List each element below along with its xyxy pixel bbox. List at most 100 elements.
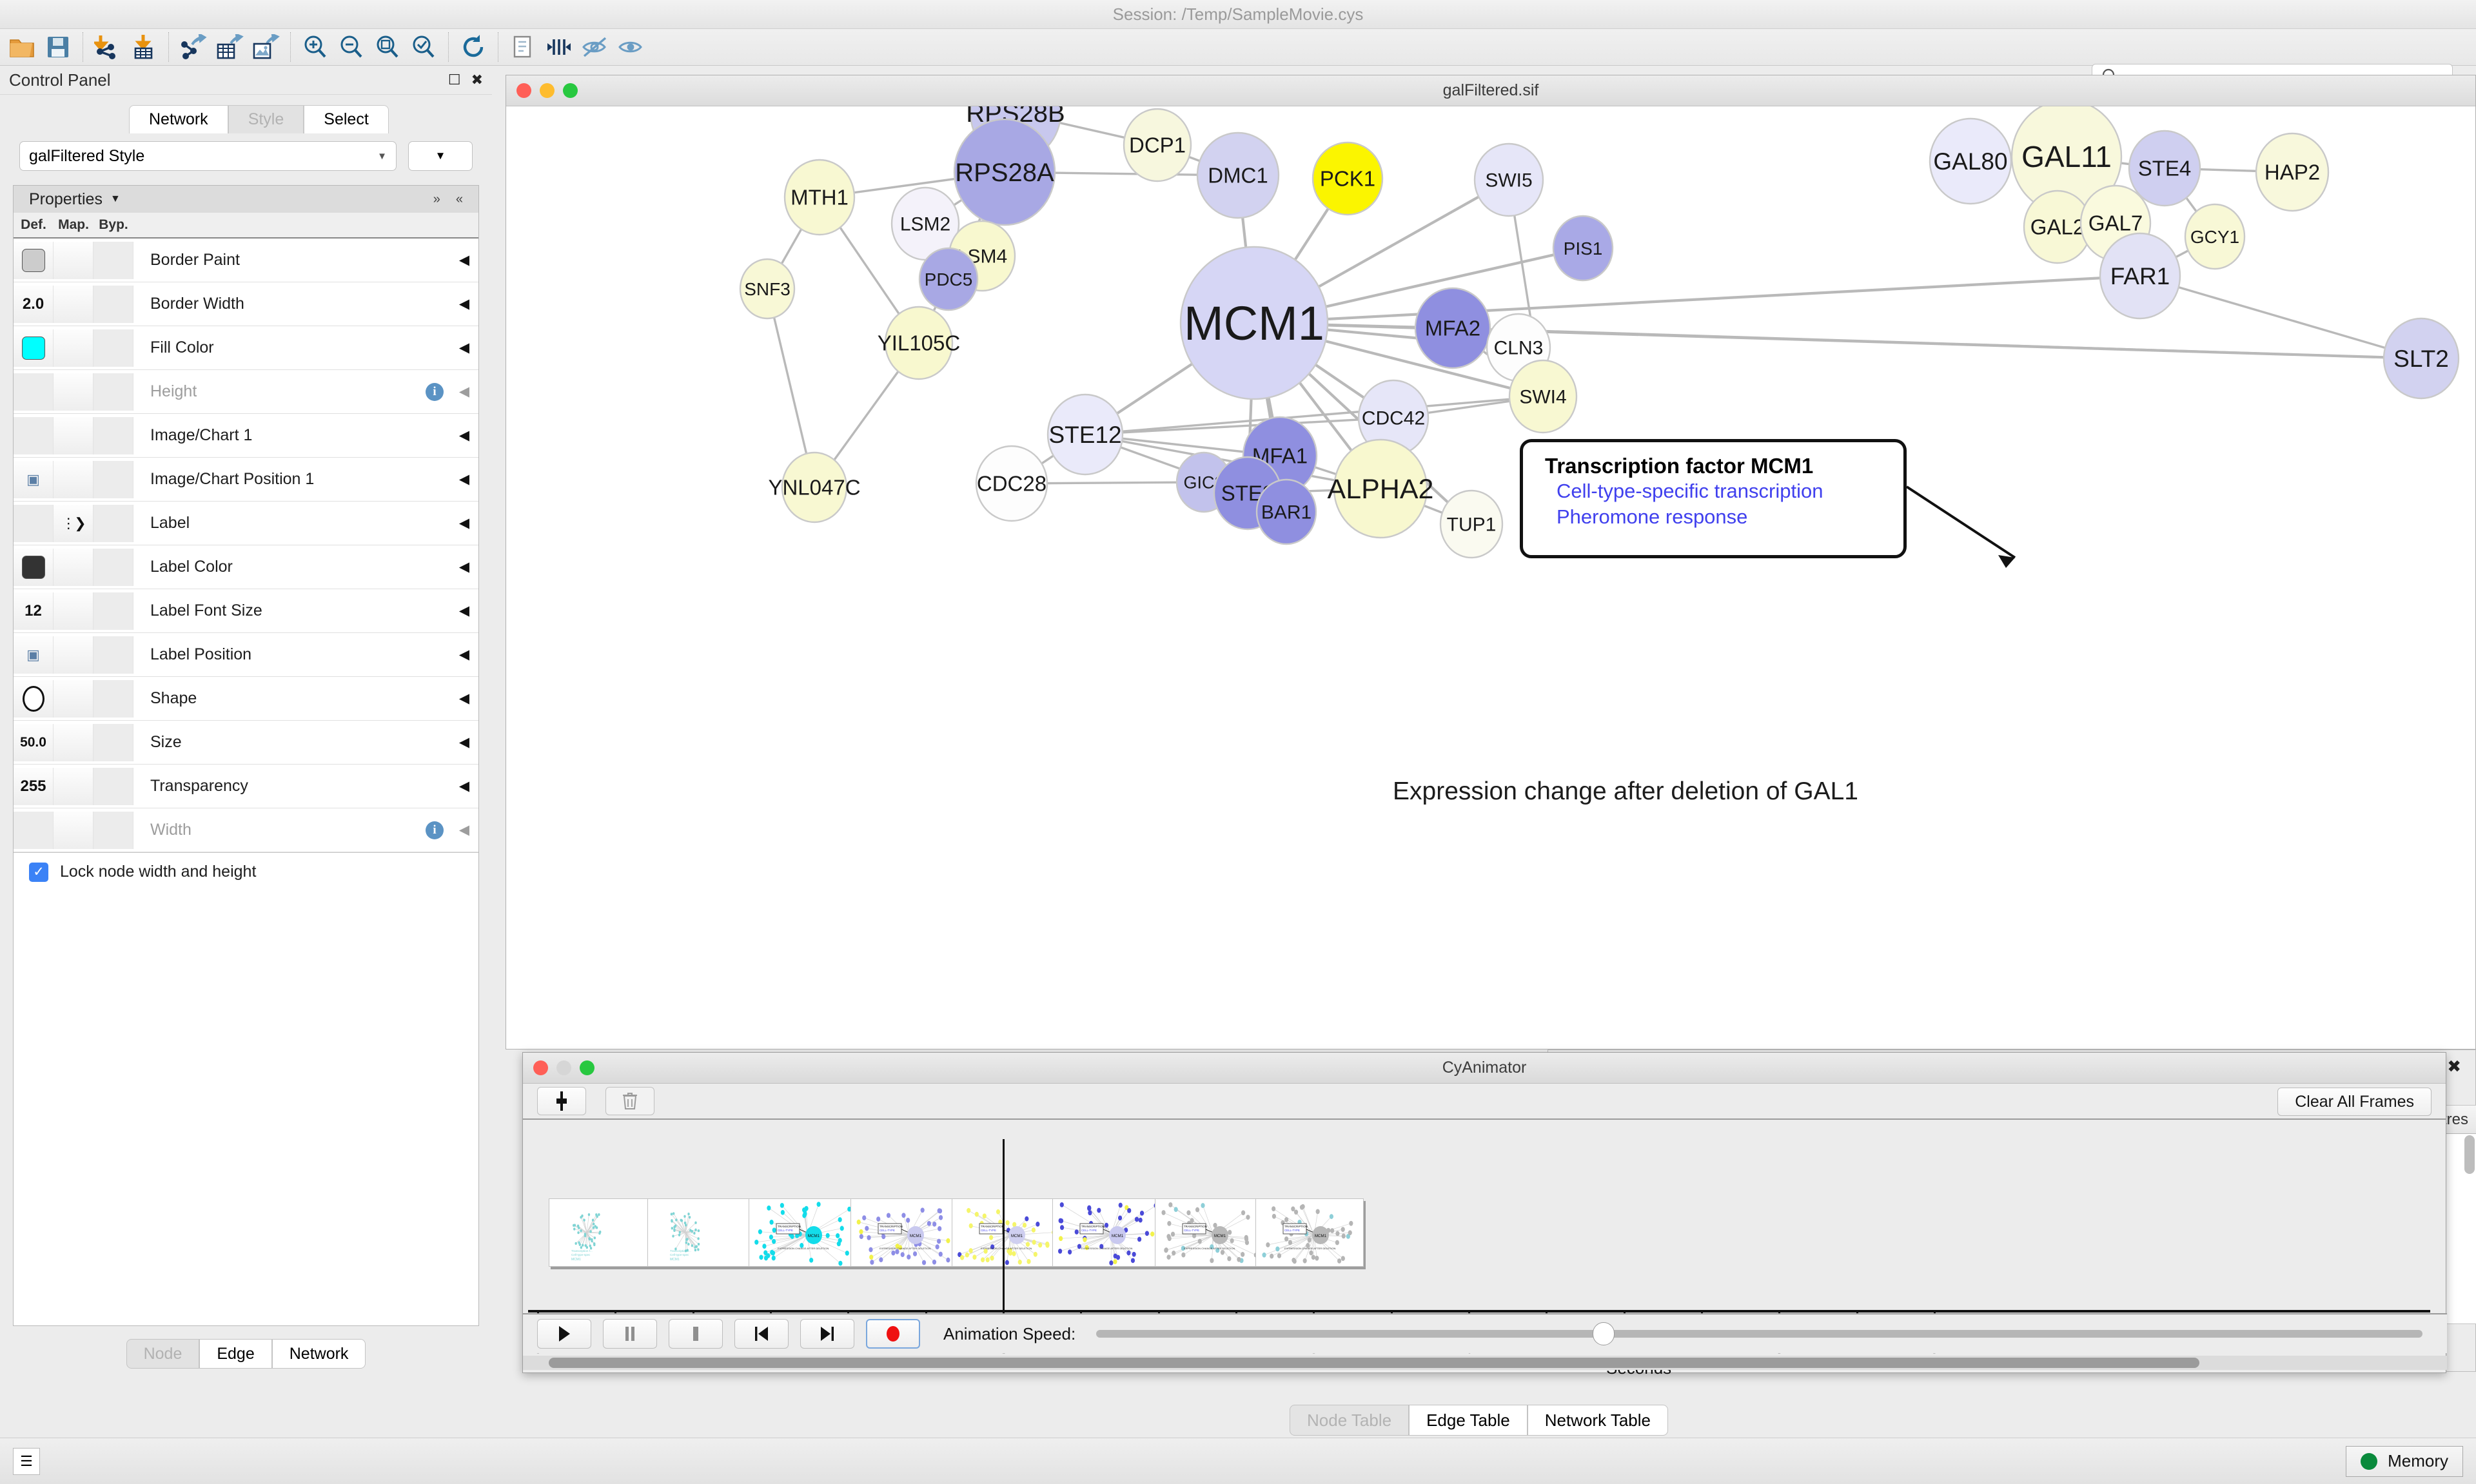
playhead-marker[interactable] [1002, 1139, 1005, 1310]
animation-speed-knob[interactable] [1593, 1322, 1615, 1345]
property-mapping-cell[interactable] [54, 373, 93, 411]
expand-arrow-icon[interactable]: ◀ [458, 823, 470, 837]
network-node[interactable]: BAR1 [1255, 478, 1317, 545]
network-node[interactable]: MTH1 [783, 159, 856, 236]
expand-arrow-icon[interactable]: ◀ [458, 603, 470, 618]
network-node[interactable]: SNF3 [739, 258, 796, 320]
network-node[interactable]: CDC42 [1357, 379, 1430, 456]
expand-arrow-icon[interactable]: ◀ [458, 779, 470, 794]
property-row[interactable]: Height i ◀ [14, 370, 478, 414]
property-default-cell[interactable] [14, 241, 54, 279]
property-row[interactable]: Image/Chart 1 ◀ [14, 414, 478, 458]
cyanimator-horizontal-scrollbar[interactable] [523, 1356, 2447, 1370]
property-mapping-cell[interactable] [54, 548, 93, 586]
property-default-cell[interactable] [14, 416, 54, 454]
tab-style[interactable]: Style [228, 105, 304, 133]
keyframe-thumbnail[interactable]: TRANSCRIPTION CELL-TYPE MCM1 EXPRESSION CHA… [1255, 1198, 1364, 1267]
export-image-icon[interactable] [248, 30, 284, 64]
property-row[interactable]: 50.0 Size ◀ [14, 721, 478, 765]
network-node[interactable]: TUP1 [1439, 489, 1504, 559]
cyanimator-timeline[interactable]: Transcription f... Cell-type-spec MCM1 Tran… [523, 1120, 2446, 1378]
property-row[interactable]: 2.0 Border Width ◀ [14, 282, 478, 326]
property-default-cell[interactable]: 255 [14, 767, 54, 805]
network-node[interactable]: DMC1 [1196, 132, 1280, 219]
position-icon[interactable]: ▣ [26, 646, 40, 663]
info-icon[interactable]: i [426, 382, 444, 401]
status-menu-icon[interactable]: ☰ [13, 1447, 40, 1475]
add-frame-button[interactable] [537, 1087, 586, 1115]
property-default-cell[interactable] [14, 679, 54, 718]
property-bypass-cell[interactable] [93, 723, 133, 761]
property-mapping-cell[interactable] [54, 285, 93, 323]
property-bypass-cell[interactable] [93, 329, 133, 367]
property-mapping-cell[interactable] [54, 636, 93, 674]
mcm1-annotation-box[interactable]: Transcription factor MCM1 Cell-type-spec… [1520, 439, 1907, 558]
ellipse-shape-icon[interactable] [22, 685, 44, 712]
property-mapping-cell[interactable] [54, 241, 93, 279]
property-default-cell[interactable]: ▣ [14, 636, 54, 674]
property-mapping-cell[interactable] [54, 811, 93, 849]
network-node[interactable]: SWI4 [1508, 359, 1578, 434]
network-node[interactable]: HAP2 [2255, 132, 2330, 212]
network-node[interactable]: YIL105C [878, 306, 960, 380]
expand-arrow-icon[interactable]: ◀ [458, 516, 470, 531]
expand-arrow-icon[interactable]: ◀ [458, 735, 470, 750]
prev-frame-button[interactable] [734, 1319, 789, 1349]
expand-arrow-icon[interactable]: ◀ [458, 253, 470, 268]
minimize-window-button[interactable] [540, 83, 555, 98]
zoom-in-icon[interactable] [297, 30, 333, 64]
property-bypass-cell[interactable] [93, 679, 133, 718]
bottom-tab-edge[interactable]: Edge [199, 1339, 272, 1369]
open-folder-icon[interactable] [4, 30, 40, 64]
property-row[interactable]: ▣ Image/Chart Position 1 ◀ [14, 458, 478, 502]
property-default-cell[interactable] [14, 373, 54, 411]
property-mapping-cell[interactable] [54, 767, 93, 805]
save-session-icon[interactable] [40, 30, 76, 64]
property-bypass-cell[interactable] [93, 548, 133, 586]
property-default-cell[interactable] [14, 329, 54, 367]
expand-arrow-icon[interactable]: ◀ [458, 472, 470, 487]
close-window-button[interactable] [516, 83, 531, 98]
property-mapping-cell[interactable]: ⋮❯ [54, 504, 93, 542]
stop-button[interactable] [669, 1319, 723, 1349]
property-default-cell[interactable] [14, 504, 54, 542]
network-node[interactable]: STE12 [1046, 393, 1124, 476]
keyframe-thumbnail[interactable]: TRANSCRIPTION CELL-TYPE MCM1 EXPRESSION CHA… [748, 1198, 857, 1267]
property-bypass-cell[interactable] [93, 460, 133, 498]
tab-edge-table[interactable]: Edge Table [1409, 1405, 1528, 1436]
property-bypass-cell[interactable] [93, 241, 133, 279]
property-bypass-cell[interactable] [93, 285, 133, 323]
network-canvas[interactable]: RPS28B DCP1 RPS28A DMC1 PCK1 SWI5 GAL80 GAL11 ST… [506, 106, 2475, 1035]
hide-selected-icon[interactable] [577, 30, 613, 64]
keyframe-thumbnail[interactable]: TRANSCRIPTION CELL-TYPE MCM1 EXPRESSION CHA… [1052, 1198, 1161, 1267]
collapse-all-icon[interactable]: » [433, 191, 440, 206]
record-button[interactable] [866, 1319, 920, 1349]
property-row[interactable]: ⋮❯ Label ◀ [14, 502, 478, 545]
table-scrollbar[interactable] [2464, 1135, 2475, 1174]
property-mapping-cell[interactable] [54, 460, 93, 498]
tab-select[interactable]: Select [304, 105, 389, 133]
property-row[interactable]: Shape ◀ [14, 677, 478, 721]
float-panel-icon[interactable]: ☐ [447, 72, 461, 88]
properties-menu-icon[interactable]: ▼ [110, 193, 121, 204]
property-row[interactable]: 255 Transparency ◀ [14, 765, 478, 808]
bottom-tab-node[interactable]: Node [126, 1339, 200, 1369]
style-options-menu-button[interactable]: ▼ [408, 141, 473, 171]
first-neighbors-icon[interactable] [541, 30, 577, 64]
network-node[interactable]: DCP1 [1123, 108, 1192, 182]
memory-status-button[interactable]: Memory [2346, 1445, 2463, 1477]
expand-arrow-icon[interactable]: ◀ [458, 297, 470, 311]
network-node[interactable]: YNL047C [768, 451, 861, 523]
maximize-window-button[interactable] [563, 83, 578, 98]
network-node[interactable]: PCK1 [1312, 141, 1384, 216]
network-node[interactable]: RPS28A [953, 118, 1056, 226]
zoom-selected-icon[interactable] [369, 30, 406, 64]
property-bypass-cell[interactable] [93, 373, 133, 411]
network-node[interactable]: GAL80 [1929, 117, 2012, 205]
property-default-cell[interactable]: ▣ [14, 460, 54, 498]
zoom-out-icon[interactable] [333, 30, 369, 64]
fit-selected-icon[interactable] [406, 30, 442, 64]
cyanimator-minimize-button[interactable] [556, 1060, 571, 1075]
expand-arrow-icon[interactable]: ◀ [458, 428, 470, 443]
property-default-cell[interactable]: 12 [14, 592, 54, 630]
